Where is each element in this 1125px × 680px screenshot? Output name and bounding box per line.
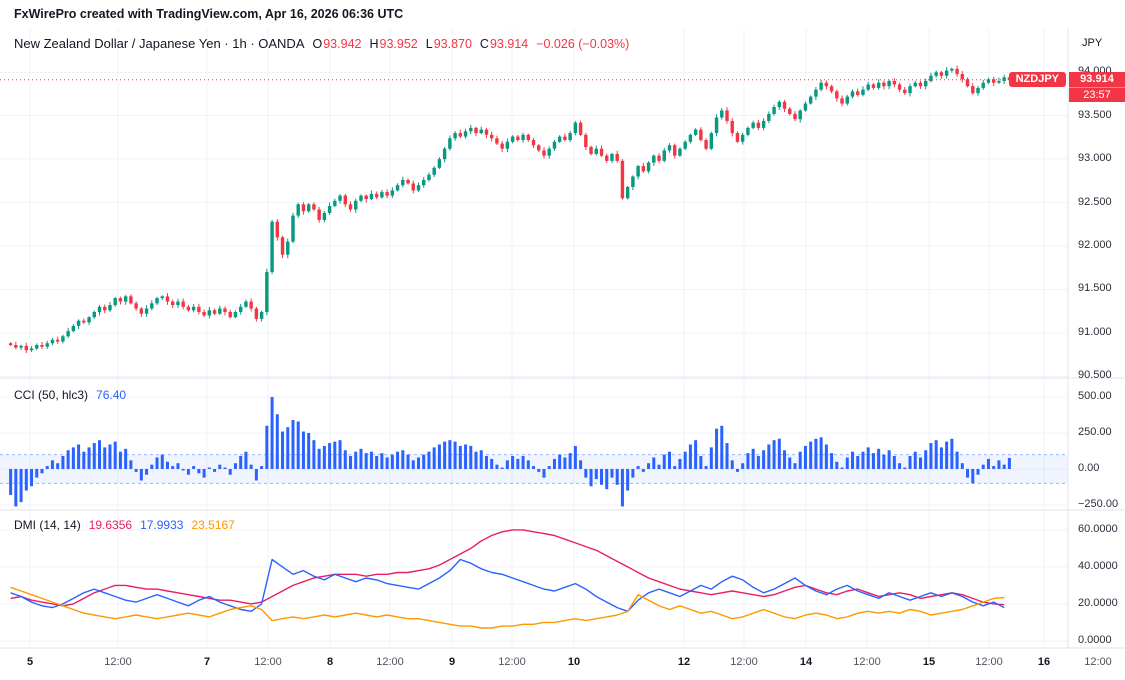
chart-header: FxWirePro created with TradingView.com, …	[0, 0, 1125, 28]
time-axis[interactable]: 5 12:00 7 12:00 8 12:00 9 12:00 10 12 12:00 14 12:00…	[0, 648, 1125, 680]
low-value: 93.870	[433, 37, 472, 51]
time-axis-label: 9	[448, 656, 456, 668]
time-axis-label: 5	[26, 656, 34, 668]
high-label: H	[369, 37, 379, 51]
time-axis-label: 12:00	[498, 656, 526, 668]
last-price-badge: 93.914 23:57	[1069, 72, 1125, 103]
dmi-indicator-legend: DMI (14, 14) 19.6356 17.9933 23.5167	[14, 518, 235, 532]
time-axis-label: 8	[326, 656, 334, 668]
close-value: 93.914	[489, 37, 529, 51]
time-axis-label: 12:00	[376, 656, 404, 668]
time-axis-label: 12:00	[104, 656, 132, 668]
time-axis-label: 7	[203, 656, 211, 668]
cci-indicator-legend: CCI (50, hlc3) 76.40	[14, 388, 126, 402]
time-axis-label: 14	[799, 656, 813, 668]
symbol-price-label: NZDJPY	[1008, 72, 1066, 88]
price-scale-currency: JPY	[1082, 37, 1103, 49]
dmi-plus-di-value: 17.9933	[140, 518, 184, 532]
dmi-adx-value: 19.6356	[88, 518, 133, 532]
dmi-minus-di-value: 23.5167	[191, 518, 235, 532]
close-label: C	[479, 37, 489, 51]
time-axis-label: 16	[1037, 656, 1051, 668]
high-value: 93.952	[379, 37, 418, 51]
time-axis-label: 12:00	[853, 656, 881, 668]
symbol-legend: New Zealand Dollar / Japanese Yen · 1h ·…	[14, 36, 629, 51]
bar-countdown: 23:57	[1069, 87, 1125, 102]
low-label: L	[425, 37, 433, 51]
time-axis-label: 15	[922, 656, 936, 668]
last-price-value: 93.914	[1080, 73, 1114, 86]
time-axis-label: 12:00	[254, 656, 282, 668]
cci-value: 76.40	[96, 388, 127, 402]
dmi-indicator-title[interactable]: DMI (14, 14)	[14, 518, 81, 532]
time-axis-label: 12	[677, 656, 691, 668]
time-axis-label: 12:00	[730, 656, 758, 668]
time-axis-label: 12:00	[975, 656, 1003, 668]
cci-indicator-title[interactable]: CCI (50, hlc3)	[14, 388, 89, 402]
change-value: −0.026 (−0.03%)	[536, 37, 630, 51]
time-axis-label: 10	[567, 656, 581, 668]
time-axis-label: 12:00	[1084, 656, 1112, 668]
symbol-title[interactable]: New Zealand Dollar / Japanese Yen · 1h ·…	[14, 36, 305, 51]
open-value: 93.942	[323, 37, 362, 51]
open-label: O	[312, 37, 323, 51]
watermark-attribution: FxWirePro created with TradingView.com, …	[14, 7, 404, 21]
